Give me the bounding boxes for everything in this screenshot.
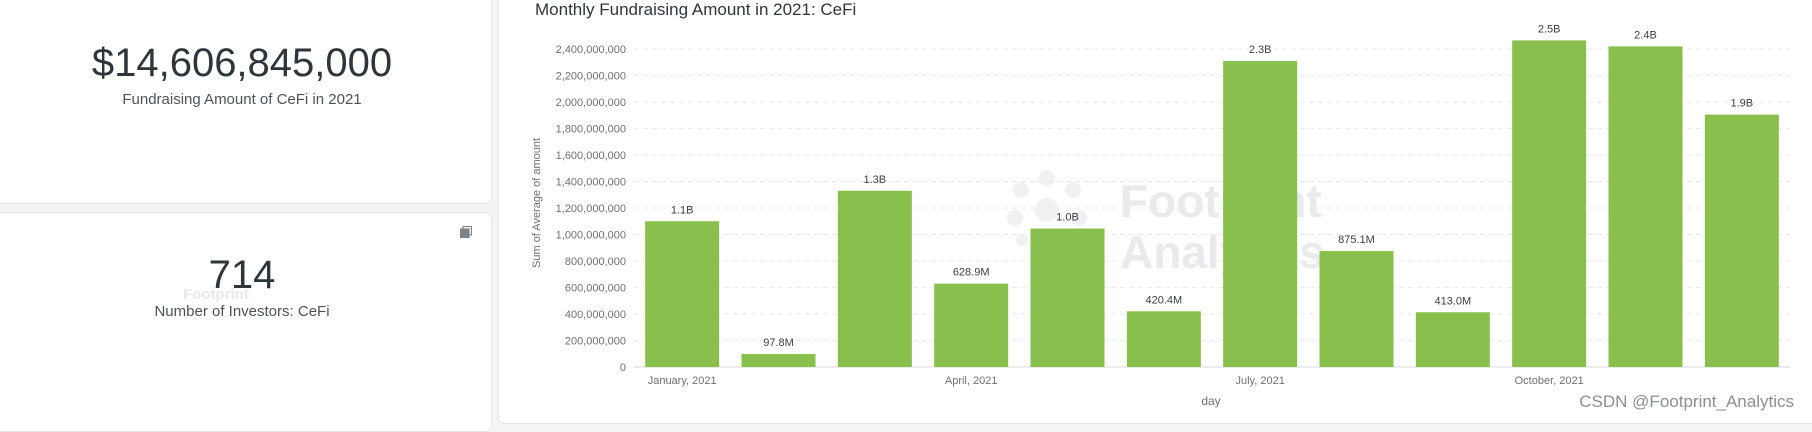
bar-data-label: 2.3B xyxy=(1249,44,1272,56)
bar-2021-06[interactable] xyxy=(1127,311,1201,367)
bar-data-label: 1.3B xyxy=(864,174,887,186)
bar-chart: Footprint Analytics 0200,000,000400,000,… xyxy=(0,0,1812,418)
x-tick-label: July, 2021 xyxy=(1236,375,1285,387)
bar-data-label: 413.0M xyxy=(1434,295,1471,307)
bar-data-label: 1.0B xyxy=(1056,212,1079,224)
y-axis-ticks: 0 200,000,000 400,000,000 600,000,000 800,00… xyxy=(556,44,626,374)
x-tick-label: October, 2021 xyxy=(1515,375,1584,387)
y-tick-label: 1,000,000,000 xyxy=(556,230,626,242)
y-tick-label: 1,200,000,000 xyxy=(556,203,626,215)
bar-2021-05[interactable] xyxy=(1031,229,1105,367)
bar-2021-09[interactable] xyxy=(1416,312,1490,367)
bar-data-label: 1.1B xyxy=(671,204,694,216)
bar-2021-11[interactable] xyxy=(1609,46,1683,367)
bar-2021-03[interactable] xyxy=(838,191,912,367)
y-axis-title: Sum of Average of amount xyxy=(531,138,543,268)
bar-data-label: 628.9M xyxy=(953,267,990,279)
csdn-credit: CSDN @Footprint_Analytics xyxy=(1579,392,1794,412)
y-tick-label: 600,000,000 xyxy=(565,283,626,295)
bar-2021-08[interactable] xyxy=(1320,251,1394,367)
bar-data-label: 2.5B xyxy=(1538,23,1561,35)
y-tick-label: 1,400,000,000 xyxy=(556,177,626,189)
bar-2021-02[interactable] xyxy=(742,354,816,367)
bar-data-label: 97.8M xyxy=(763,337,794,349)
y-tick-label: 400,000,000 xyxy=(565,309,626,321)
bar-data-label: 420.4M xyxy=(1145,294,1182,306)
y-tick-label: 0 xyxy=(620,362,626,374)
x-tick-label: January, 2021 xyxy=(648,375,717,387)
bar-2021-12[interactable] xyxy=(1705,115,1779,367)
y-tick-label: 2,400,000,000 xyxy=(556,44,626,56)
y-tick-label: 800,000,000 xyxy=(565,256,626,268)
x-tick-label: April, 2021 xyxy=(945,375,998,387)
y-tick-label: 200,000,000 xyxy=(565,336,626,348)
bar-data-label: 1.9B xyxy=(1731,98,1754,110)
bar-2021-07[interactable] xyxy=(1223,61,1297,367)
bar-2021-04[interactable] xyxy=(934,284,1008,367)
bar-2021-01[interactable] xyxy=(645,221,719,367)
x-axis-ticks: January, 2021 April, 2021 July, 2021 Octobe… xyxy=(648,375,1584,387)
y-tick-label: 1,600,000,000 xyxy=(556,150,626,162)
bar-data-label: 875.1M xyxy=(1338,234,1375,246)
bar-2021-10[interactable] xyxy=(1512,40,1586,367)
x-axis-title: day xyxy=(1201,394,1220,408)
bar-data-label: 2.4B xyxy=(1634,29,1657,41)
y-tick-label: 1,800,000,000 xyxy=(556,124,626,136)
y-tick-label: 2,000,000,000 xyxy=(556,97,626,109)
y-tick-label: 2,200,000,000 xyxy=(556,71,626,83)
